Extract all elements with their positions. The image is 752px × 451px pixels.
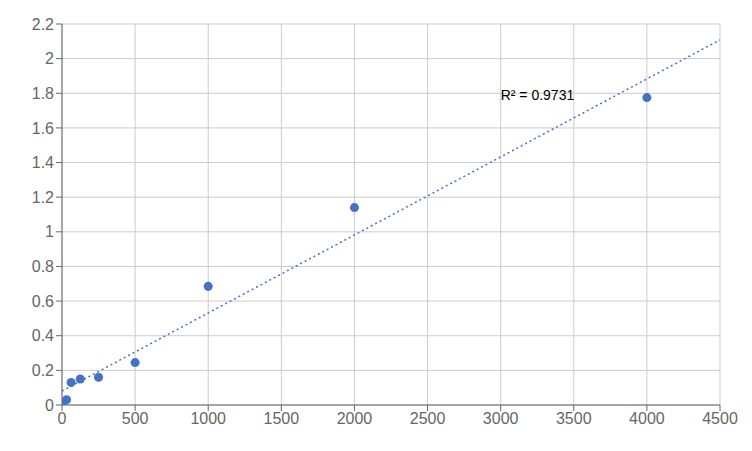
svg-text:0.6: 0.6 <box>32 293 54 310</box>
svg-text:1.2: 1.2 <box>32 189 54 206</box>
svg-text:0.4: 0.4 <box>32 327 54 344</box>
svg-text:0.8: 0.8 <box>32 258 54 275</box>
svg-text:2500: 2500 <box>410 410 446 427</box>
svg-text:0: 0 <box>45 397 54 414</box>
svg-text:1.8: 1.8 <box>32 85 54 102</box>
svg-text:1000: 1000 <box>190 410 226 427</box>
svg-text:1: 1 <box>45 223 54 240</box>
svg-text:1500: 1500 <box>264 410 300 427</box>
svg-text:4000: 4000 <box>629 410 665 427</box>
svg-text:4500: 4500 <box>702 410 738 427</box>
svg-text:3000: 3000 <box>483 410 519 427</box>
svg-text:R² = 0.9731: R² = 0.9731 <box>501 87 575 103</box>
svg-text:0: 0 <box>58 410 67 427</box>
svg-text:1.6: 1.6 <box>32 120 54 137</box>
svg-text:0.2: 0.2 <box>32 362 54 379</box>
svg-text:3500: 3500 <box>556 410 592 427</box>
svg-text:2000: 2000 <box>337 410 373 427</box>
svg-text:2.2: 2.2 <box>32 16 54 33</box>
svg-text:500: 500 <box>122 410 149 427</box>
svg-text:1.4: 1.4 <box>32 154 54 171</box>
svg-text:2: 2 <box>45 50 54 67</box>
